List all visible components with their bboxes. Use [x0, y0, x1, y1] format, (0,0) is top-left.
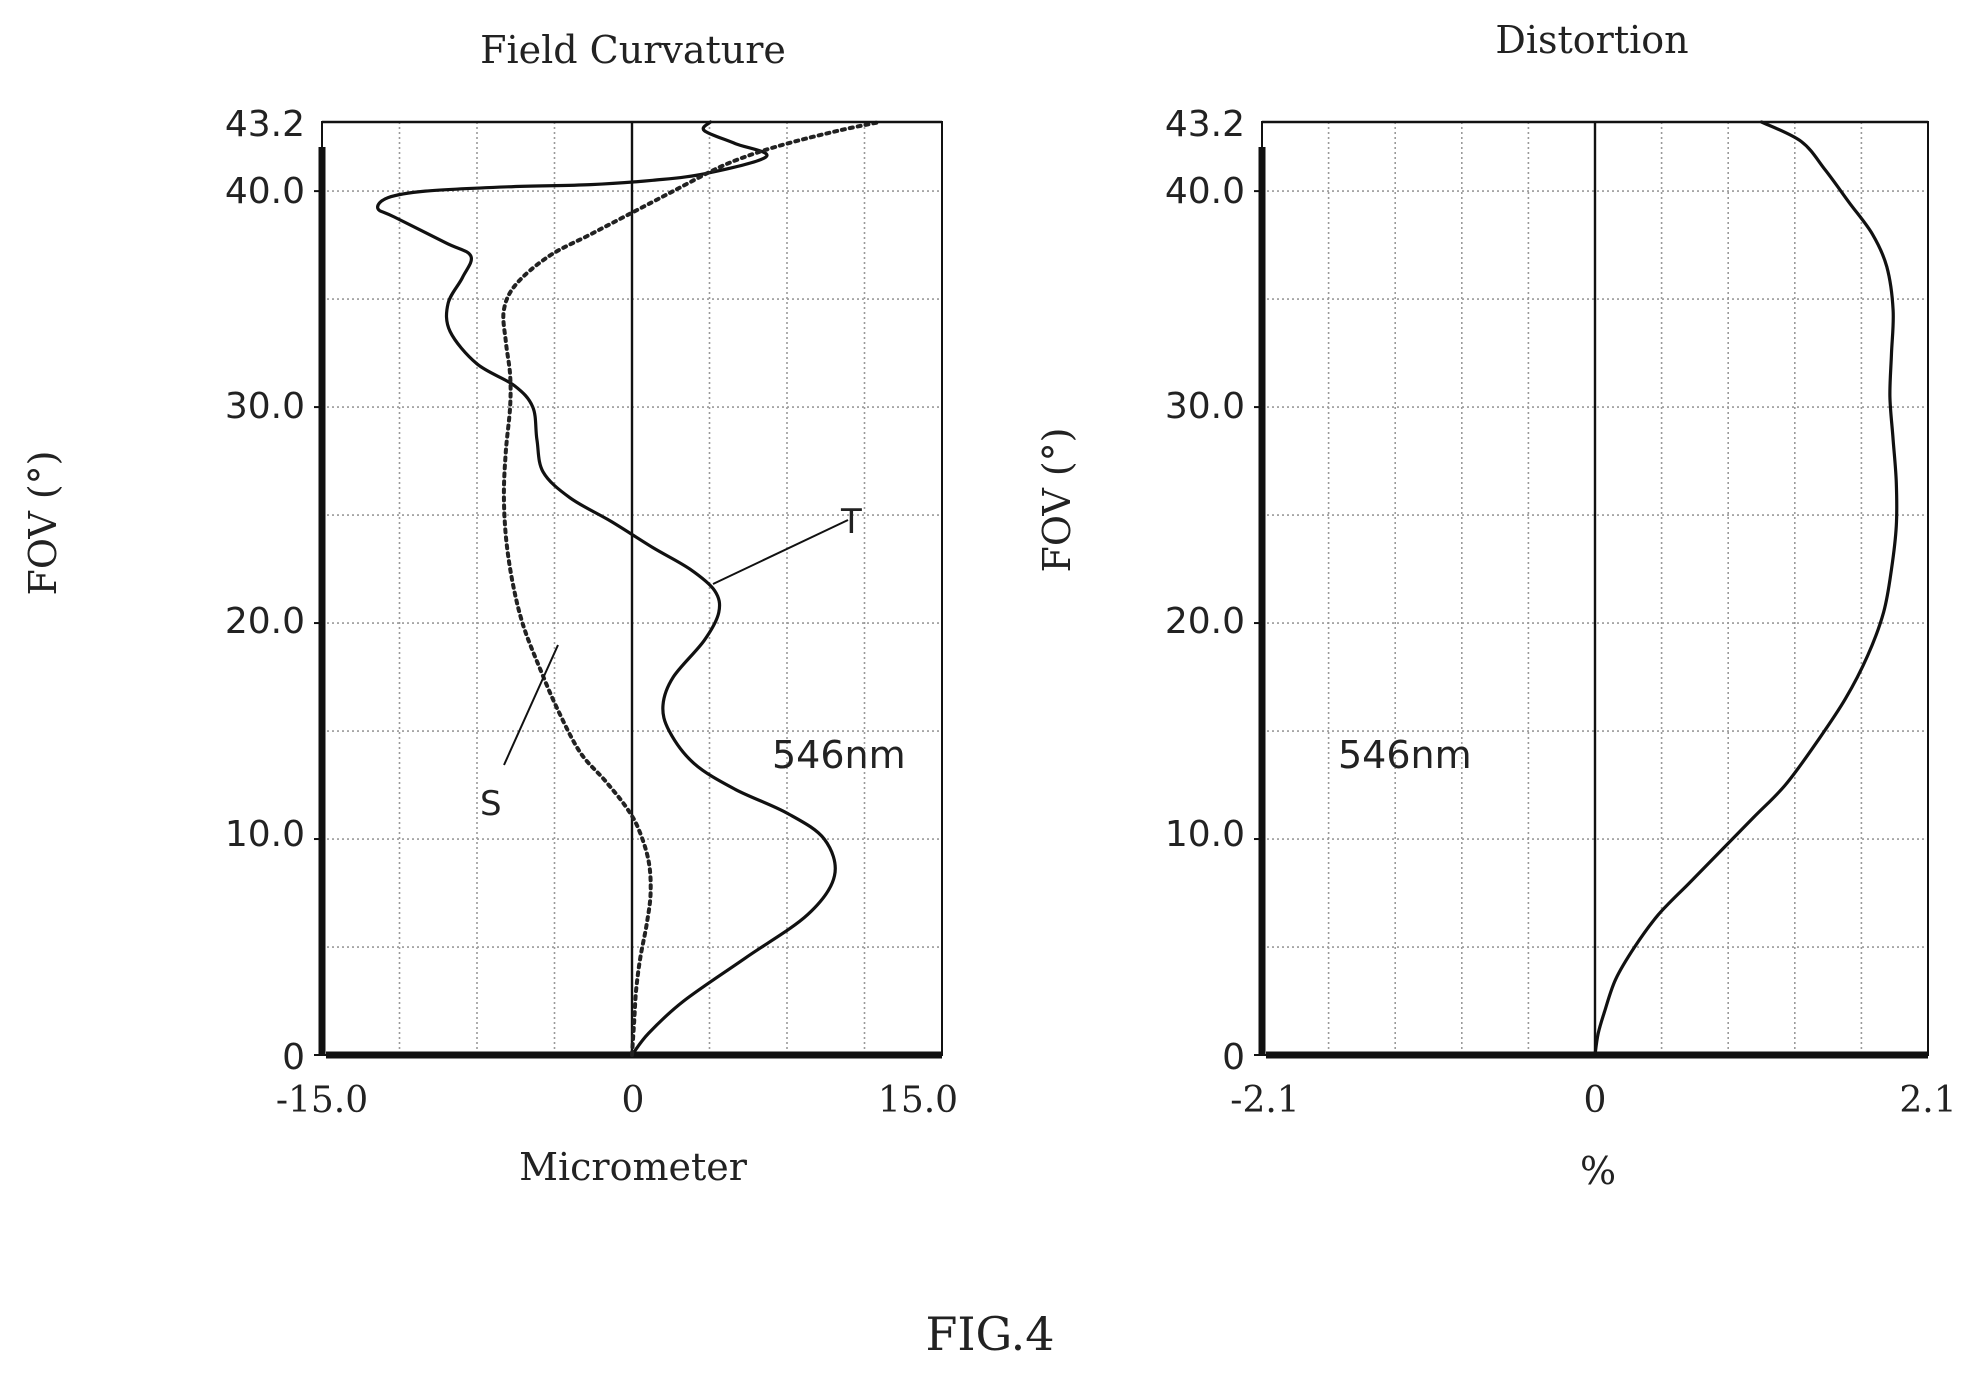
field-curvature-series-tangential-line: [376, 120, 837, 1057]
tangential-leader-line: [712, 519, 849, 585]
distortion-x-axis-label: %: [1580, 1149, 1616, 1193]
field-curvature-y-tick-label: 30.0: [225, 386, 305, 427]
distortion-y-axis-label: FOV (°): [1035, 427, 1079, 572]
field-curvature-wavelength-annotation: 546nm: [772, 733, 906, 777]
distortion-panel: Distortion FOV (°) % 0 10.0 20.0 30.0 40…: [1035, 18, 1957, 1193]
field-curvature-x-tick-label: 15.0: [878, 1080, 958, 1121]
field-curvature-series-sagittal-line: [501, 120, 882, 1057]
field-curvature-x-tick-label: -15.0: [276, 1080, 368, 1121]
field-curvature-y-axis-label: FOV (°): [21, 450, 65, 595]
distortion-y-tick-label: 43.2: [1165, 104, 1245, 145]
distortion-x-tick-label: 2.1: [1899, 1080, 1956, 1121]
distortion-wavelength-annotation: 546nm: [1338, 733, 1472, 777]
distortion-y-tick-label: 0: [1222, 1037, 1245, 1078]
field-curvature-curves: [376, 120, 882, 1057]
field-curvature-y-tick-label: 40.0: [225, 171, 305, 212]
distortion-series-distortion-line: [1593, 120, 1899, 1057]
distortion-y-tick-label: 40.0: [1165, 171, 1245, 212]
field-curvature-x-tick-label: 0: [622, 1080, 645, 1121]
distortion-x-tick-label: -2.1: [1230, 1080, 1299, 1121]
field-curvature-title: Field Curvature: [480, 28, 786, 72]
field-curvature-panel: Field Curvature FOV (°) Micrometer 0 10.…: [21, 28, 958, 1189]
field-curvature-y-tick-label: 20.0: [225, 601, 305, 642]
field-curvature-y-tick-label: 0: [282, 1037, 305, 1078]
distortion-y-tick-label: 20.0: [1165, 601, 1245, 642]
field-curvature-y-tick-label: 10.0: [225, 814, 305, 855]
sagittal-leader-line: [503, 644, 559, 766]
sagittal-curve-label: S: [480, 784, 502, 824]
distortion-y-tick-label: 30.0: [1165, 386, 1245, 427]
distortion-x-tick-label: 0: [1584, 1080, 1607, 1121]
distortion-y-tick-label: 10.0: [1165, 814, 1245, 855]
field-curvature-x-axis-label: Micrometer: [519, 1145, 748, 1189]
distortion-title: Distortion: [1495, 18, 1688, 62]
distortion-curves: [1593, 120, 1899, 1057]
field-curvature-y-tick-label: 43.2: [225, 104, 305, 145]
tangential-curve-label: T: [840, 502, 862, 542]
figure-label: FIG.4: [925, 1307, 1054, 1361]
